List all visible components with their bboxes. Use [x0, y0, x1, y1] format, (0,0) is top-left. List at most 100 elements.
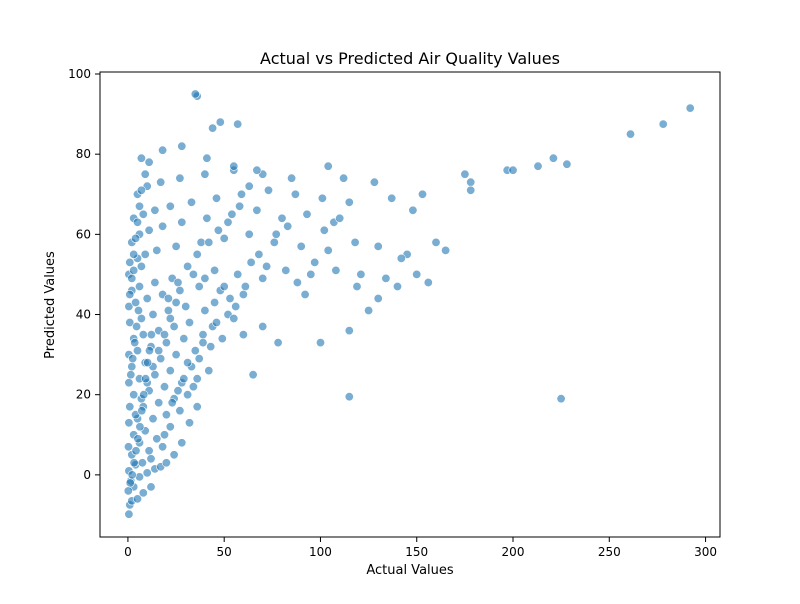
- data-point: [258, 321, 268, 331]
- data-point: [508, 165, 518, 175]
- data-point: [344, 197, 354, 207]
- data-point: [124, 509, 134, 519]
- data-point: [273, 338, 283, 348]
- data-point: [185, 418, 195, 428]
- data-point: [556, 394, 566, 404]
- data-point: [140, 169, 150, 179]
- data-point: [163, 305, 173, 315]
- y-tick-label: 80: [76, 147, 91, 161]
- data-point: [625, 129, 635, 139]
- data-point: [283, 221, 293, 231]
- data-point: [165, 366, 175, 376]
- y-tick-label: 20: [76, 388, 91, 402]
- x-tick-label: 150: [405, 545, 428, 559]
- data-point: [369, 177, 379, 187]
- data-point: [160, 382, 170, 392]
- data-point: [233, 269, 243, 279]
- y-axis-label: Predicted Values: [43, 251, 58, 359]
- data-point: [466, 177, 476, 187]
- data-point: [244, 229, 254, 239]
- data-point: [252, 205, 262, 215]
- data-point: [131, 297, 141, 307]
- x-tick-label: 300: [694, 545, 717, 559]
- data-point: [124, 418, 134, 428]
- data-point: [238, 330, 248, 340]
- data-point: [183, 390, 193, 400]
- data-point: [200, 273, 210, 283]
- data-point: [173, 277, 183, 287]
- data-point: [387, 193, 397, 203]
- data-point: [171, 297, 181, 307]
- data-point: [190, 346, 200, 356]
- data-point: [204, 237, 214, 247]
- data-point: [262, 261, 272, 271]
- data-point: [344, 392, 354, 402]
- data-point: [124, 442, 134, 452]
- data-point: [231, 301, 241, 311]
- data-point: [148, 309, 158, 319]
- data-point: [165, 313, 175, 323]
- data-point: [423, 277, 433, 287]
- data-point: [208, 123, 218, 133]
- data-point: [124, 378, 134, 388]
- data-point: [290, 189, 300, 199]
- data-point: [138, 488, 148, 498]
- data-point: [335, 213, 345, 223]
- data-point: [179, 374, 189, 384]
- data-point: [146, 454, 156, 464]
- data-point: [204, 366, 214, 376]
- data-point: [213, 225, 223, 235]
- data-point: [258, 273, 268, 283]
- x-tick-label: 0: [124, 545, 132, 559]
- chart-title: Actual vs Predicted Air Quality Values: [260, 49, 560, 68]
- data-point: [144, 157, 154, 167]
- x-axis-label: Actual Values: [366, 563, 454, 578]
- data-point: [373, 241, 383, 251]
- data-point: [161, 458, 171, 468]
- data-point: [254, 249, 264, 259]
- data-point: [296, 241, 306, 251]
- data-point: [183, 358, 193, 368]
- data-point: [175, 173, 185, 183]
- data-point: [136, 153, 146, 163]
- data-point: [196, 237, 206, 247]
- data-point: [165, 422, 175, 432]
- data-point: [248, 370, 258, 380]
- data-point: [152, 434, 162, 444]
- data-point: [331, 265, 341, 275]
- data-point: [161, 410, 171, 420]
- data-point: [125, 289, 135, 299]
- data-point: [192, 374, 202, 384]
- data-point: [344, 326, 354, 336]
- data-point: [287, 173, 297, 183]
- data-point: [127, 362, 137, 372]
- data-point: [133, 434, 143, 444]
- data-point: [128, 354, 138, 364]
- data-point: [167, 398, 177, 408]
- x-axis-ticks: 0 50 100 150 200 250 300: [124, 537, 717, 559]
- data-point: [292, 277, 302, 287]
- data-point: [129, 249, 139, 259]
- data-point: [219, 281, 229, 291]
- data-point: [137, 458, 147, 468]
- data-point: [139, 390, 149, 400]
- data-point: [169, 321, 179, 331]
- data-point: [127, 273, 137, 283]
- data-point: [135, 201, 145, 211]
- data-point: [158, 145, 168, 155]
- data-point: [125, 257, 135, 267]
- data-point: [161, 338, 171, 348]
- data-point: [138, 209, 148, 219]
- y-axis-ticks: 0 20 40 60 80 100: [68, 67, 100, 482]
- data-point: [126, 370, 136, 380]
- data-point: [533, 161, 543, 171]
- data-point: [154, 398, 164, 408]
- data-point: [129, 390, 139, 400]
- data-point: [177, 217, 187, 227]
- data-point: [190, 89, 200, 99]
- data-point: [685, 103, 695, 113]
- data-point: [140, 249, 150, 259]
- data-point: [339, 173, 349, 183]
- plot-area-frame: [99, 71, 721, 538]
